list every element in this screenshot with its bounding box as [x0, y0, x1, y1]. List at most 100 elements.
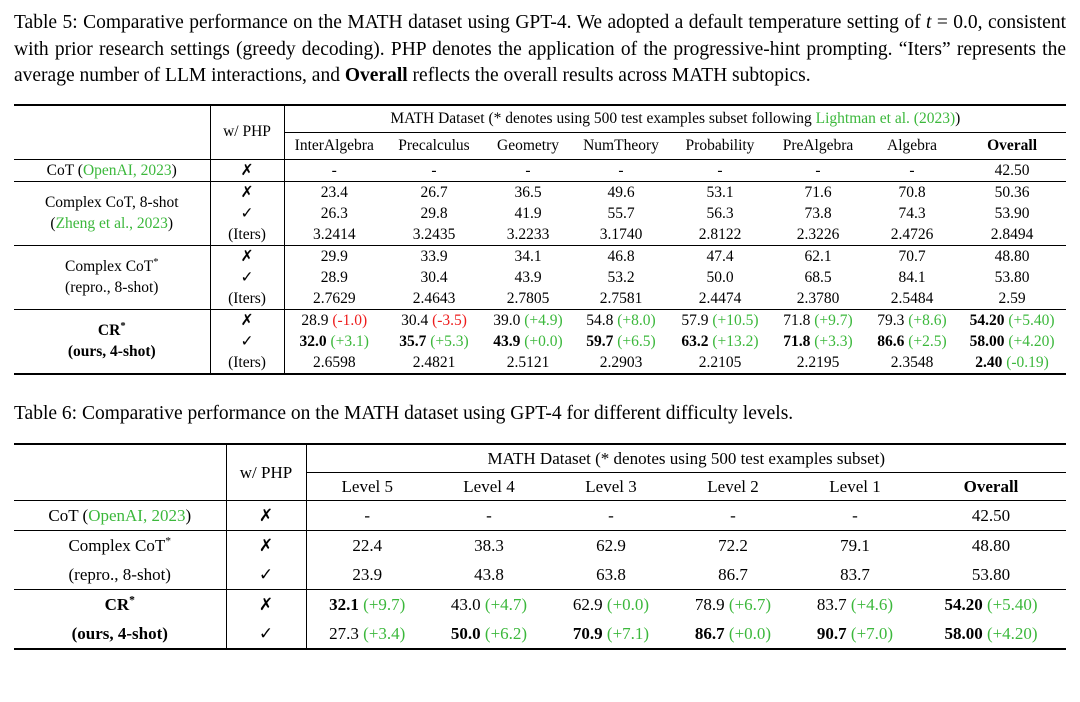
cell-value: 22.4: [352, 536, 383, 556]
php-cell: ✗: [226, 589, 307, 620]
cell-value: -: [730, 506, 736, 526]
table-cell: 32.1 (+9.7): [306, 589, 428, 620]
column-header: NumTheory: [572, 132, 670, 160]
table-cell: 71.8 (+9.7): [770, 308, 866, 331]
table-row: (Iters) 2.7629 2.4643 2.7805 2.7581 2.4474 2.3…: [14, 287, 1066, 310]
cell-value: 30.4: [401, 311, 429, 329]
row-label-line: Complex CoT*: [16, 532, 224, 561]
cell-value: 3.1740: [599, 225, 643, 243]
table-cell: 36.5: [484, 180, 572, 203]
cell-value: 39.0: [493, 311, 521, 329]
table-cell: 2.5121: [484, 352, 572, 374]
text-segment: CR: [104, 595, 130, 615]
text-segment: Complex CoT: [68, 536, 166, 556]
row-label: CoT (OpenAI, 2023): [14, 158, 211, 182]
table-cell: 29.9: [284, 244, 384, 267]
table-cell: 54.8 (+8.0): [572, 308, 670, 331]
table-cell: 3.2435: [384, 224, 484, 246]
php-column-header: w/ PHP: [210, 104, 285, 160]
cell-value: 2.4726: [890, 225, 934, 243]
text-segment: ours: [72, 343, 103, 361]
table-cell: 23.4: [284, 180, 384, 203]
table-cell: 78.9 (+6.7): [672, 589, 794, 620]
cell-delta: (+5.40): [986, 595, 1038, 615]
table-cell: 34.1: [484, 244, 572, 267]
table-cell: 58.00 (+4.20): [916, 619, 1066, 649]
cell-delta: (+0.0): [606, 595, 650, 615]
php-cell: ✗: [226, 500, 307, 531]
php-cell: ✓: [210, 330, 285, 352]
table-cell: 53.2: [572, 267, 670, 288]
php-cell: ✗: [210, 244, 285, 267]
table-cell: 70.7: [866, 244, 958, 267]
cell-value: 2.2105: [698, 353, 742, 371]
text-segment: t: [926, 12, 932, 33]
cell-value: 42.50: [971, 506, 1011, 526]
php-column-header: w/ PHP: [226, 444, 307, 502]
table-cell: 3.2414: [284, 224, 384, 246]
cell-value: 23.9: [352, 565, 383, 585]
cell-value: 23.4: [320, 183, 348, 201]
cell-value: 78.9: [694, 595, 725, 615]
text-segment: *: [120, 320, 126, 332]
row-label: Complex CoT* (repro., 8-shot): [14, 530, 227, 590]
table-cell: 30.4: [384, 267, 484, 288]
table-row: Complex CoT* (repro., 8-shot) ✗ 22.4 38.3 62.…: [14, 530, 1067, 590]
text-segment: Complex CoT: [64, 258, 154, 276]
cell-value: 50.0: [706, 268, 734, 286]
table-cell: 43.0 (+4.7): [428, 589, 550, 620]
cell-value: 83.7: [816, 595, 847, 615]
cell-value: 2.8494: [990, 225, 1034, 243]
table-cell: 72.2: [672, 530, 794, 561]
php-cell: ✗: [210, 308, 285, 331]
table-cell: 42.50: [958, 158, 1067, 182]
table-header: w/ PHP MATH Dataset (* denotes using 500 …: [14, 104, 1067, 160]
row-label: CoT (OpenAI, 2023): [14, 500, 227, 531]
table-cell: 68.5: [770, 267, 866, 288]
header-row-columns: InterAlgebra Precalculus Geometry NumTheory…: [14, 132, 1067, 160]
table-row: ✓ 27.3 (+3.4) 50.0 (+6.2) 70.9 (+7.1) 86.7 (…: [14, 619, 1066, 650]
cell-value: 32.1: [329, 595, 359, 615]
cell-value: 71.6: [804, 183, 832, 201]
table-cell: 27.3 (+3.4): [306, 619, 428, 649]
table-cell: 46.8: [572, 244, 670, 267]
cell-value: 2.4643: [412, 289, 456, 307]
cell-value: 54.8: [586, 311, 614, 329]
column-header: Algebra: [866, 132, 958, 160]
cell-value: 62.9: [596, 536, 626, 556]
table-cell: 86.6 (+2.5): [866, 331, 958, 352]
column-header: Level 5: [306, 472, 428, 502]
table-cell: 83.7 (+4.6): [794, 589, 916, 620]
table-cell: -: [670, 158, 770, 182]
table-cell: 70.9 (+7.1): [550, 619, 672, 649]
cell-delta: (+5.3): [430, 332, 469, 350]
text-segment: Overall: [344, 65, 408, 87]
table-cell: 2.7805: [484, 288, 572, 310]
table-cell: 38.3: [428, 530, 550, 561]
cell-delta: (+6.2): [484, 624, 528, 644]
text-segment: *: [153, 256, 159, 268]
cell-value: 3.2233: [506, 225, 550, 243]
cell-delta: (+7.1): [606, 624, 650, 644]
cell-value: 84.1: [898, 268, 926, 286]
cell-value: 53.80: [994, 268, 1030, 286]
cell-value: 29.9: [320, 247, 348, 265]
cell-delta: (+4.9): [524, 311, 563, 329]
cell-value: 2.5484: [890, 289, 934, 307]
cell-value: 70.9: [572, 624, 603, 644]
row-label-line: CR*: [16, 591, 224, 620]
cell-value: 2.7629: [312, 289, 356, 307]
cell-delta: (+8.0): [617, 311, 656, 329]
table-cell: -: [770, 158, 866, 182]
table-cell: 86.7: [672, 560, 794, 590]
cell-value: 46.8: [607, 247, 635, 265]
table-cell: 2.4821: [384, 352, 484, 374]
cell-value: 58.00: [969, 332, 1005, 350]
text-segment: ): [185, 506, 192, 526]
table-cell: 57.9 (+10.5): [670, 308, 770, 331]
table-row: (Iters) 3.2414 3.2435 3.2233 3.1740 2.8122 2.3…: [14, 223, 1066, 246]
cell-value: 35.7: [399, 332, 427, 350]
text-segment: reflects the overall results across MATH…: [407, 65, 811, 87]
text-segment: CoT (: [48, 506, 89, 526]
text-segment: = 0.0, consistent with prior research se…: [14, 12, 1066, 87]
